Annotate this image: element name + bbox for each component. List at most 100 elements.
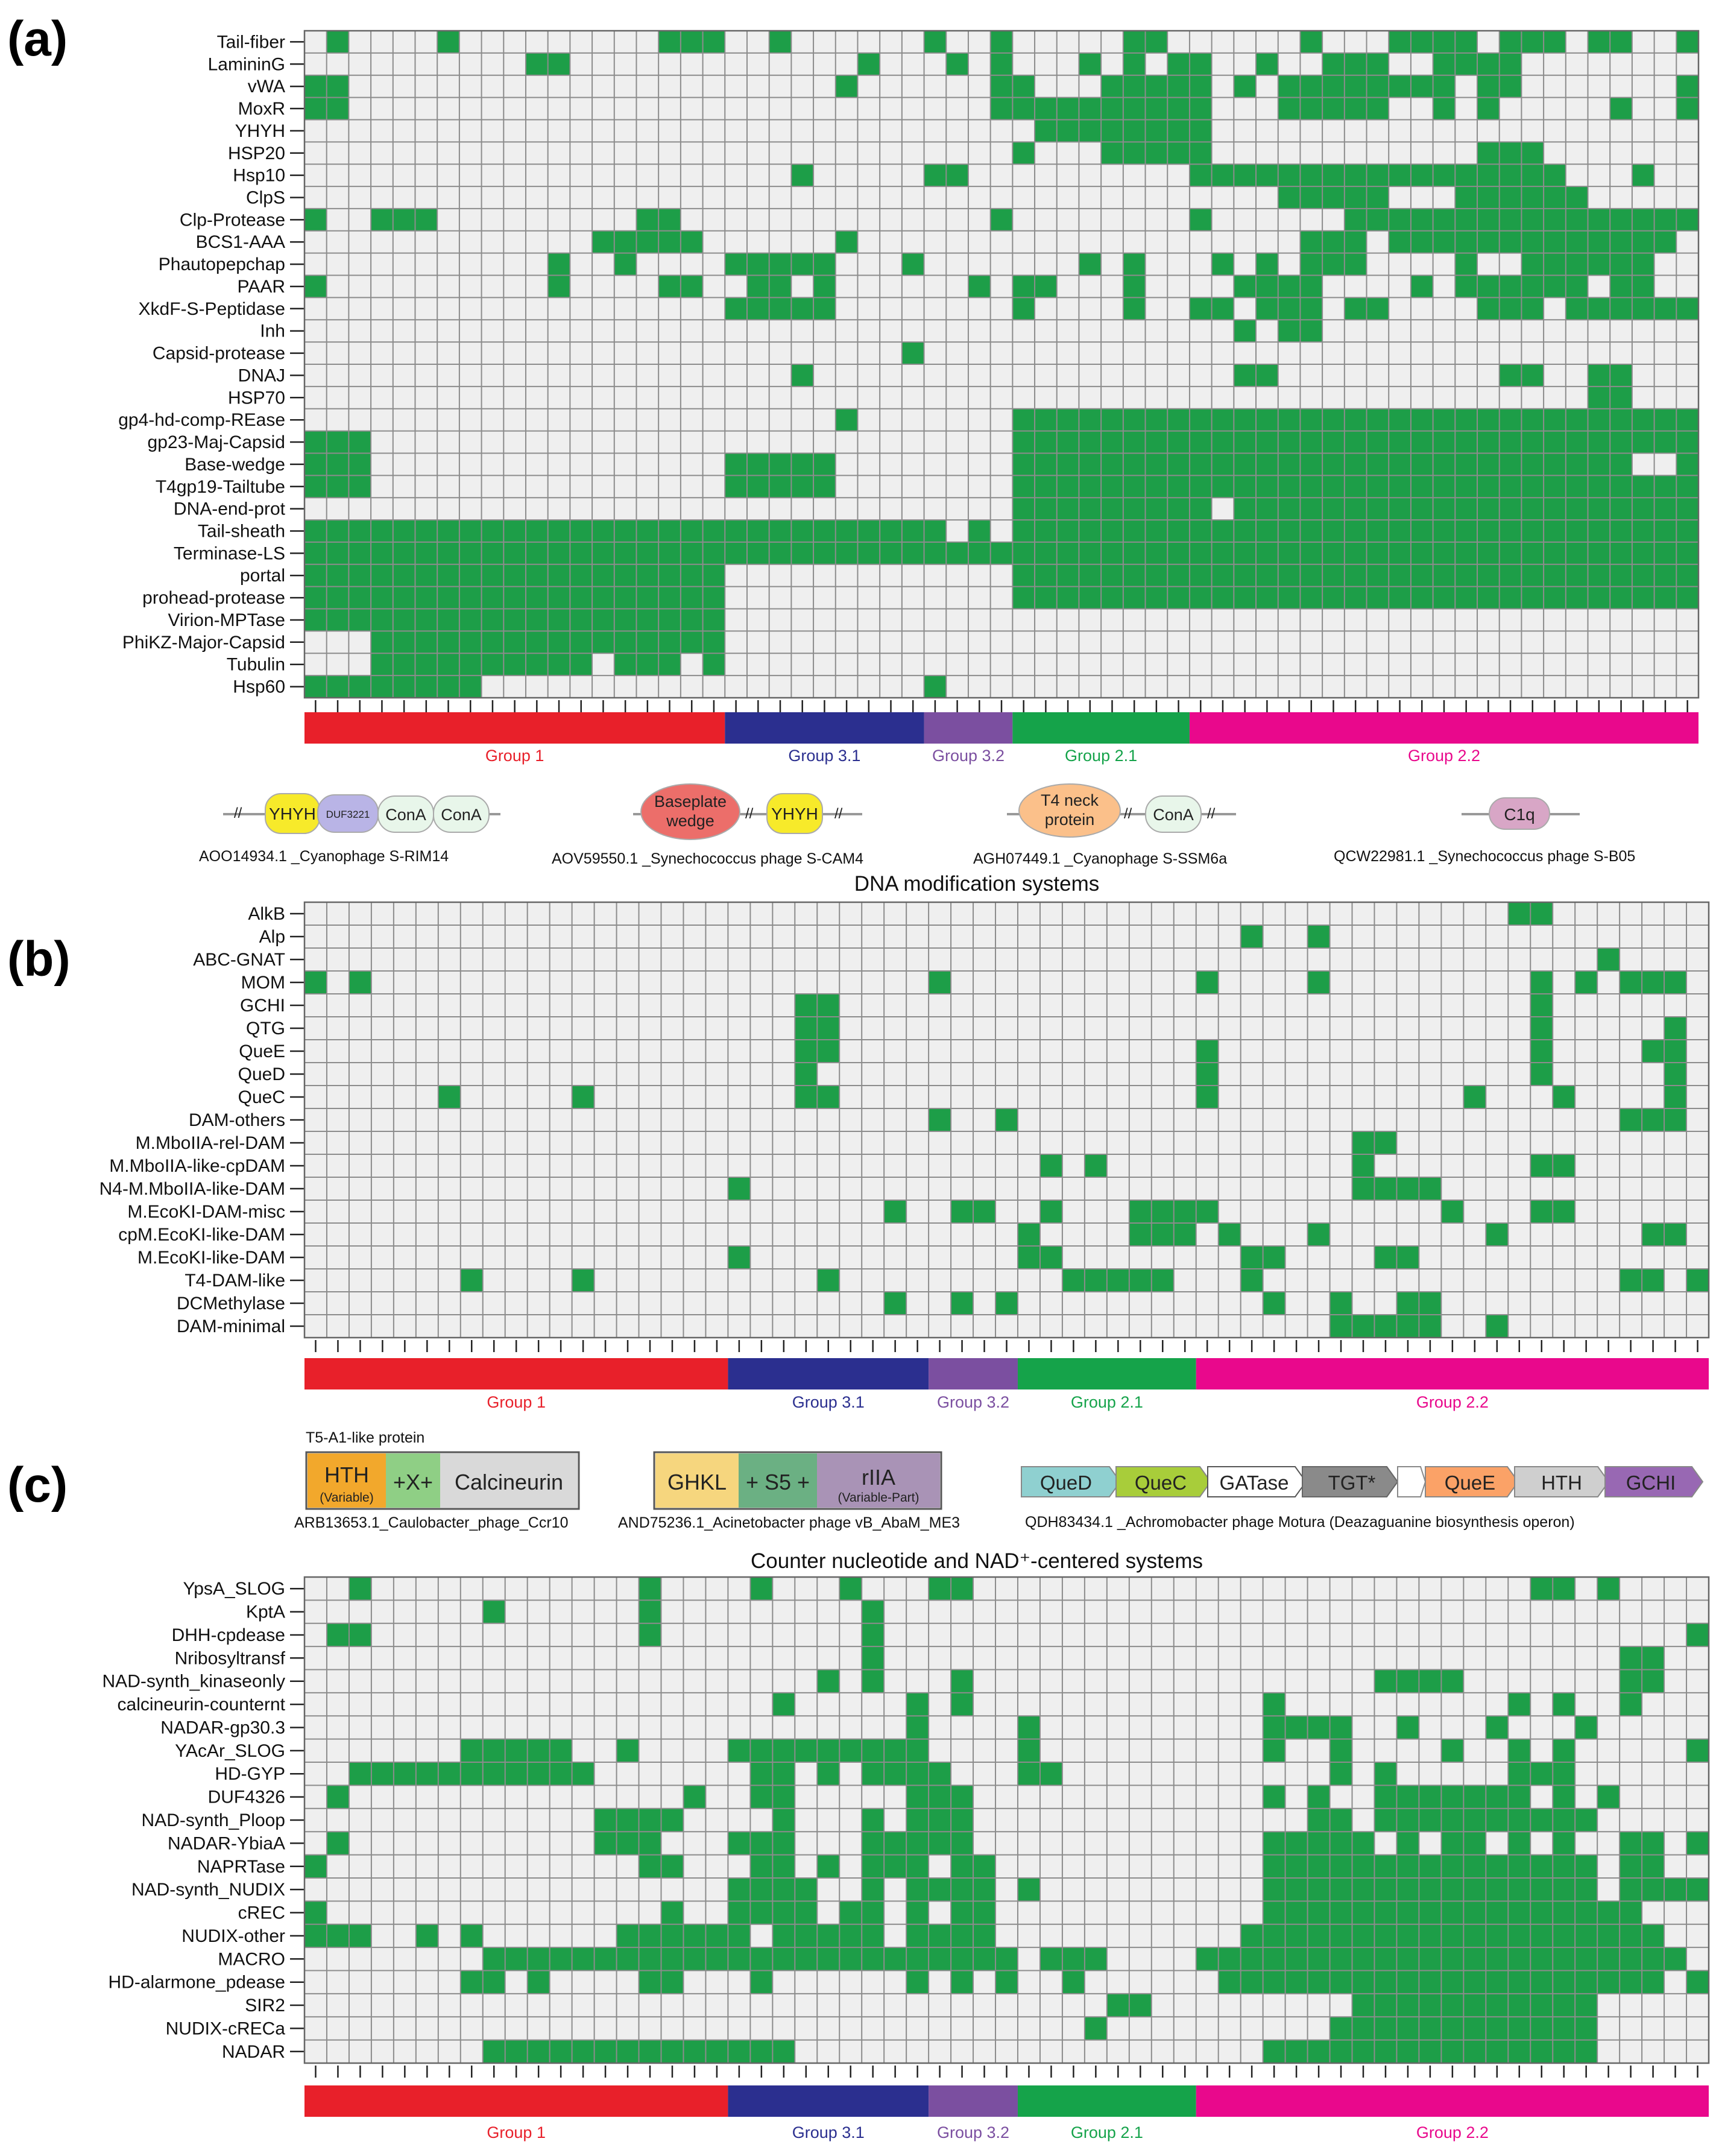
present-cell — [1218, 1223, 1241, 1246]
present-cell — [1167, 52, 1190, 75]
construct-caption: QCW22981.1 _Synechococcus phage S-B05 — [1334, 848, 1635, 865]
present-cell — [1278, 586, 1301, 609]
present-cell — [1455, 408, 1478, 431]
present-cell — [1654, 208, 1677, 231]
present-cell — [658, 542, 681, 564]
present-cell — [857, 52, 880, 75]
present-cell — [1307, 1877, 1330, 1902]
present-cell — [1486, 1854, 1509, 1878]
present-cell — [1123, 498, 1146, 520]
present-cell — [1263, 1924, 1285, 1948]
present-cell — [750, 1947, 773, 1971]
present-cell — [1486, 1808, 1509, 1832]
domain-label: protein — [1045, 811, 1095, 829]
present-cell — [924, 520, 947, 542]
present-cell — [1278, 408, 1301, 431]
present-cell — [728, 1877, 751, 1902]
present-cell — [1499, 364, 1522, 387]
gene-label: GATase — [1220, 1472, 1289, 1494]
present-cell — [1352, 1970, 1375, 1994]
present-cell — [817, 1854, 840, 1878]
row-label: Alp — [259, 927, 285, 947]
domain-label: DUF3221 — [326, 809, 370, 820]
present-cell — [1620, 1854, 1642, 1878]
present-cell — [1285, 1832, 1308, 1855]
present-cell — [304, 97, 327, 120]
present-cell — [1344, 586, 1367, 609]
present-cell — [769, 542, 792, 564]
present-cell — [1123, 431, 1146, 454]
row-label: QueE — [239, 1042, 285, 1061]
present-cell — [1344, 453, 1367, 476]
present-cell — [1189, 75, 1212, 98]
present-cell — [1565, 586, 1588, 609]
present-cell — [725, 542, 747, 564]
present-cell — [482, 1970, 505, 1994]
present-cell — [1610, 386, 1632, 409]
present-cell — [1575, 1716, 1598, 1739]
present-cell — [772, 1924, 795, 1948]
present-cell — [1530, 1200, 1553, 1223]
present-cell — [1499, 186, 1522, 209]
present-cell — [1322, 408, 1345, 431]
present-cell — [1575, 1854, 1598, 1878]
present-cell — [1263, 1246, 1285, 1269]
present-cell — [1553, 1577, 1575, 1601]
present-cell — [924, 31, 947, 53]
present-cell — [658, 609, 681, 631]
present-cell — [951, 1854, 974, 1878]
present-cell — [304, 520, 327, 542]
present-cell — [813, 275, 836, 298]
group-label: Group 2.1 — [1071, 2123, 1143, 2142]
present-cell — [639, 1924, 661, 1948]
present-cell — [1654, 431, 1677, 454]
present-cell — [570, 586, 593, 609]
row-label: Tubulin — [227, 655, 285, 675]
present-cell — [1565, 275, 1588, 298]
present-cell — [393, 208, 415, 231]
present-cell — [680, 31, 703, 53]
present-cell — [1521, 230, 1544, 253]
present-cell — [1553, 1924, 1575, 1948]
present-cell — [1374, 1924, 1397, 1948]
present-cell — [1374, 1970, 1397, 1994]
present-cell — [1553, 1970, 1575, 1994]
present-cell — [1079, 431, 1102, 454]
present-cell — [1508, 1832, 1531, 1855]
present-cell — [1463, 1970, 1486, 1994]
present-cell — [1389, 431, 1411, 454]
present-cell — [746, 275, 769, 298]
present-cell — [525, 653, 548, 676]
present-cell — [813, 542, 836, 564]
present-cell — [1256, 364, 1278, 387]
present-cell — [1477, 408, 1500, 431]
present-cell — [1300, 230, 1323, 253]
construct-a1: // YHYH DUF3221 ConA ConA AOO14934.1 _Cy… — [199, 793, 500, 865]
present-cell — [1234, 75, 1257, 98]
present-cell — [1167, 408, 1190, 431]
present-cell — [1145, 119, 1168, 142]
present-cell — [349, 586, 371, 609]
present-cell — [1575, 1901, 1598, 1924]
row-label: NADAR-gp30.3 — [160, 1718, 285, 1738]
domain-label: (Variable) — [320, 1491, 373, 1505]
present-cell — [1441, 1832, 1464, 1855]
present-cell — [1588, 564, 1610, 587]
present-cell — [527, 1762, 550, 1786]
row-label: M.EcoKI-like-DAM — [137, 1248, 285, 1268]
present-cell — [1521, 297, 1544, 320]
present-cell — [1344, 520, 1367, 542]
present-cell — [1374, 1993, 1397, 2017]
present-cell — [1300, 31, 1323, 53]
present-cell — [326, 431, 349, 454]
present-cell — [1344, 208, 1367, 231]
domain-label: +X+ — [393, 1470, 433, 1494]
present-cell — [1329, 1292, 1352, 1315]
present-cell — [482, 1947, 505, 1971]
present-cell — [1196, 971, 1219, 994]
present-cell — [1145, 453, 1168, 476]
present-cell — [906, 1924, 929, 1948]
present-cell — [1039, 1154, 1062, 1177]
present-cell — [1686, 1970, 1709, 1994]
present-cell — [1441, 1200, 1464, 1223]
